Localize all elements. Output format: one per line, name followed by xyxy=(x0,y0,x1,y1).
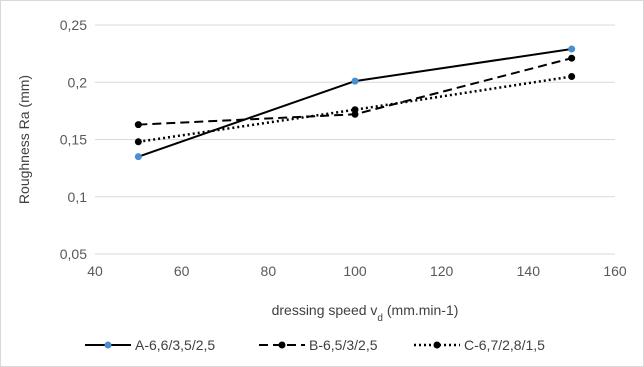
x-tick-labels: 40 60 80 100 120 140 160 xyxy=(87,263,627,279)
y-tick-labels: 0,05 0,1 0,15 0,2 0,25 xyxy=(60,17,87,262)
legend-label: B-6,5/3/2,5 xyxy=(309,337,378,353)
y-tick-label: 0,05 xyxy=(60,246,87,262)
y-axis-title: Roughness Ra (mm) xyxy=(16,75,32,204)
x-tick-label: 140 xyxy=(517,263,541,279)
x-tick-label: 160 xyxy=(603,263,627,279)
y-tick-label: 0,2 xyxy=(68,74,88,90)
series-1-point xyxy=(134,153,142,161)
series-1-point xyxy=(351,77,359,85)
y-tick-label: 0,1 xyxy=(68,189,88,205)
legend-marker xyxy=(278,341,286,349)
series-lines xyxy=(138,48,572,158)
series-2-point xyxy=(134,121,142,129)
x-axis-title: dressing speed vd (mm.min-1) xyxy=(272,302,459,324)
y-tick-label: 0,25 xyxy=(60,17,87,33)
x-tick-label: 40 xyxy=(87,263,103,279)
series-1-point xyxy=(568,45,576,53)
x-tick-label: 100 xyxy=(343,263,367,279)
legend-entry-2: B-6,5/3/2,5 xyxy=(259,337,378,353)
series-markers xyxy=(134,45,576,161)
legend: A-6,6/3,5/2,5 B-6,5/3/2,5 C-6,7/2,8/1,5 xyxy=(85,337,545,353)
x-tick-label: 60 xyxy=(174,263,190,279)
series-3-point xyxy=(351,106,359,114)
y-tick-label: 0,15 xyxy=(60,132,87,148)
legend-entry-3: C-6,7/2,8/1,5 xyxy=(414,337,545,353)
legend-entry-1: A-6,6/3,5/2,5 xyxy=(85,337,215,353)
x-tick-label: 80 xyxy=(261,263,277,279)
series-3-point xyxy=(568,73,576,81)
gridlines xyxy=(95,24,615,255)
series-3-point xyxy=(134,138,142,146)
legend-marker xyxy=(433,341,441,349)
legend-label: A-6,6/3,5/2,5 xyxy=(135,337,215,353)
series-line-3 xyxy=(138,75,572,144)
legend-marker xyxy=(104,341,112,349)
series-2-point xyxy=(568,54,576,62)
x-tick-label: 120 xyxy=(430,263,454,279)
legend-label: C-6,7/2,8/1,5 xyxy=(464,337,545,353)
series-line-1 xyxy=(138,48,572,158)
